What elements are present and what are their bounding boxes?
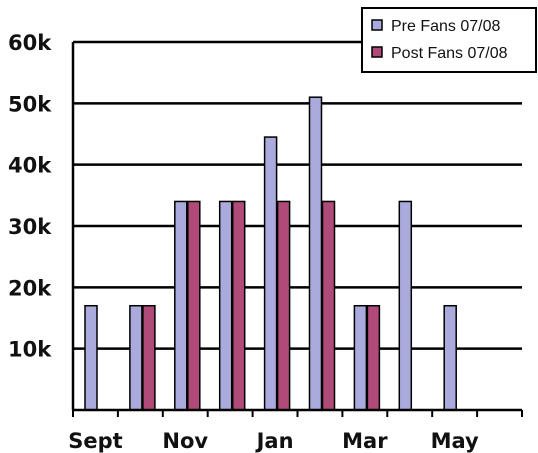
y-tick-label: 40k <box>8 154 52 178</box>
legend-swatch-series-1 <box>371 19 383 31</box>
bar-mar-series-2 <box>366 304 381 411</box>
y-tick-label: 10k <box>8 338 52 362</box>
bar-sept-series-1 <box>84 304 98 411</box>
bars <box>84 96 457 411</box>
x-tick-label: May <box>431 429 479 453</box>
legend-label-series-1: Pre Fans 07/08 <box>391 18 501 35</box>
x-tick-labels: Sept Nov Jan Mar May <box>68 429 479 453</box>
bar-nov-series-2 <box>187 200 201 411</box>
x-tick-label: Mar <box>342 429 388 453</box>
bar-jan-series-1 <box>263 136 278 411</box>
y-tick-label: 20k <box>8 276 52 300</box>
bar-dec-series-1 <box>218 200 233 411</box>
bar-oct-series-1 <box>129 304 143 411</box>
bar-may-series-1 <box>443 304 457 411</box>
legend-swatch-series-2 <box>371 46 383 58</box>
bar-dec-series-2 <box>231 200 246 411</box>
legend-box <box>361 7 537 73</box>
y-tick-label: 60k <box>8 31 52 55</box>
x-tick-label: Nov <box>162 429 208 453</box>
legend-label-series-2: Post Fans 07/08 <box>391 45 508 62</box>
bar-nov-series-1 <box>174 200 188 411</box>
bar-feb-series-1 <box>308 96 323 411</box>
y-tick-labels: 10k 20k 30k 40k 50k 60k <box>8 31 52 362</box>
grid-lines <box>73 40 522 350</box>
bar-apr-series-1 <box>398 200 413 411</box>
bar-oct-series-2 <box>142 304 156 411</box>
bar-mar-series-1 <box>353 304 368 411</box>
x-tick-label: Jan <box>255 429 294 453</box>
bar-feb-series-2 <box>321 200 336 411</box>
axes <box>71 42 523 417</box>
y-tick-label: 30k <box>8 215 52 239</box>
x-tick-label: Sept <box>68 429 122 453</box>
y-tick-label: 50k <box>8 92 52 116</box>
legend: Pre Fans 07/08 Post Fans 07/08 <box>361 7 537 73</box>
bar-jan-series-2 <box>276 200 291 411</box>
